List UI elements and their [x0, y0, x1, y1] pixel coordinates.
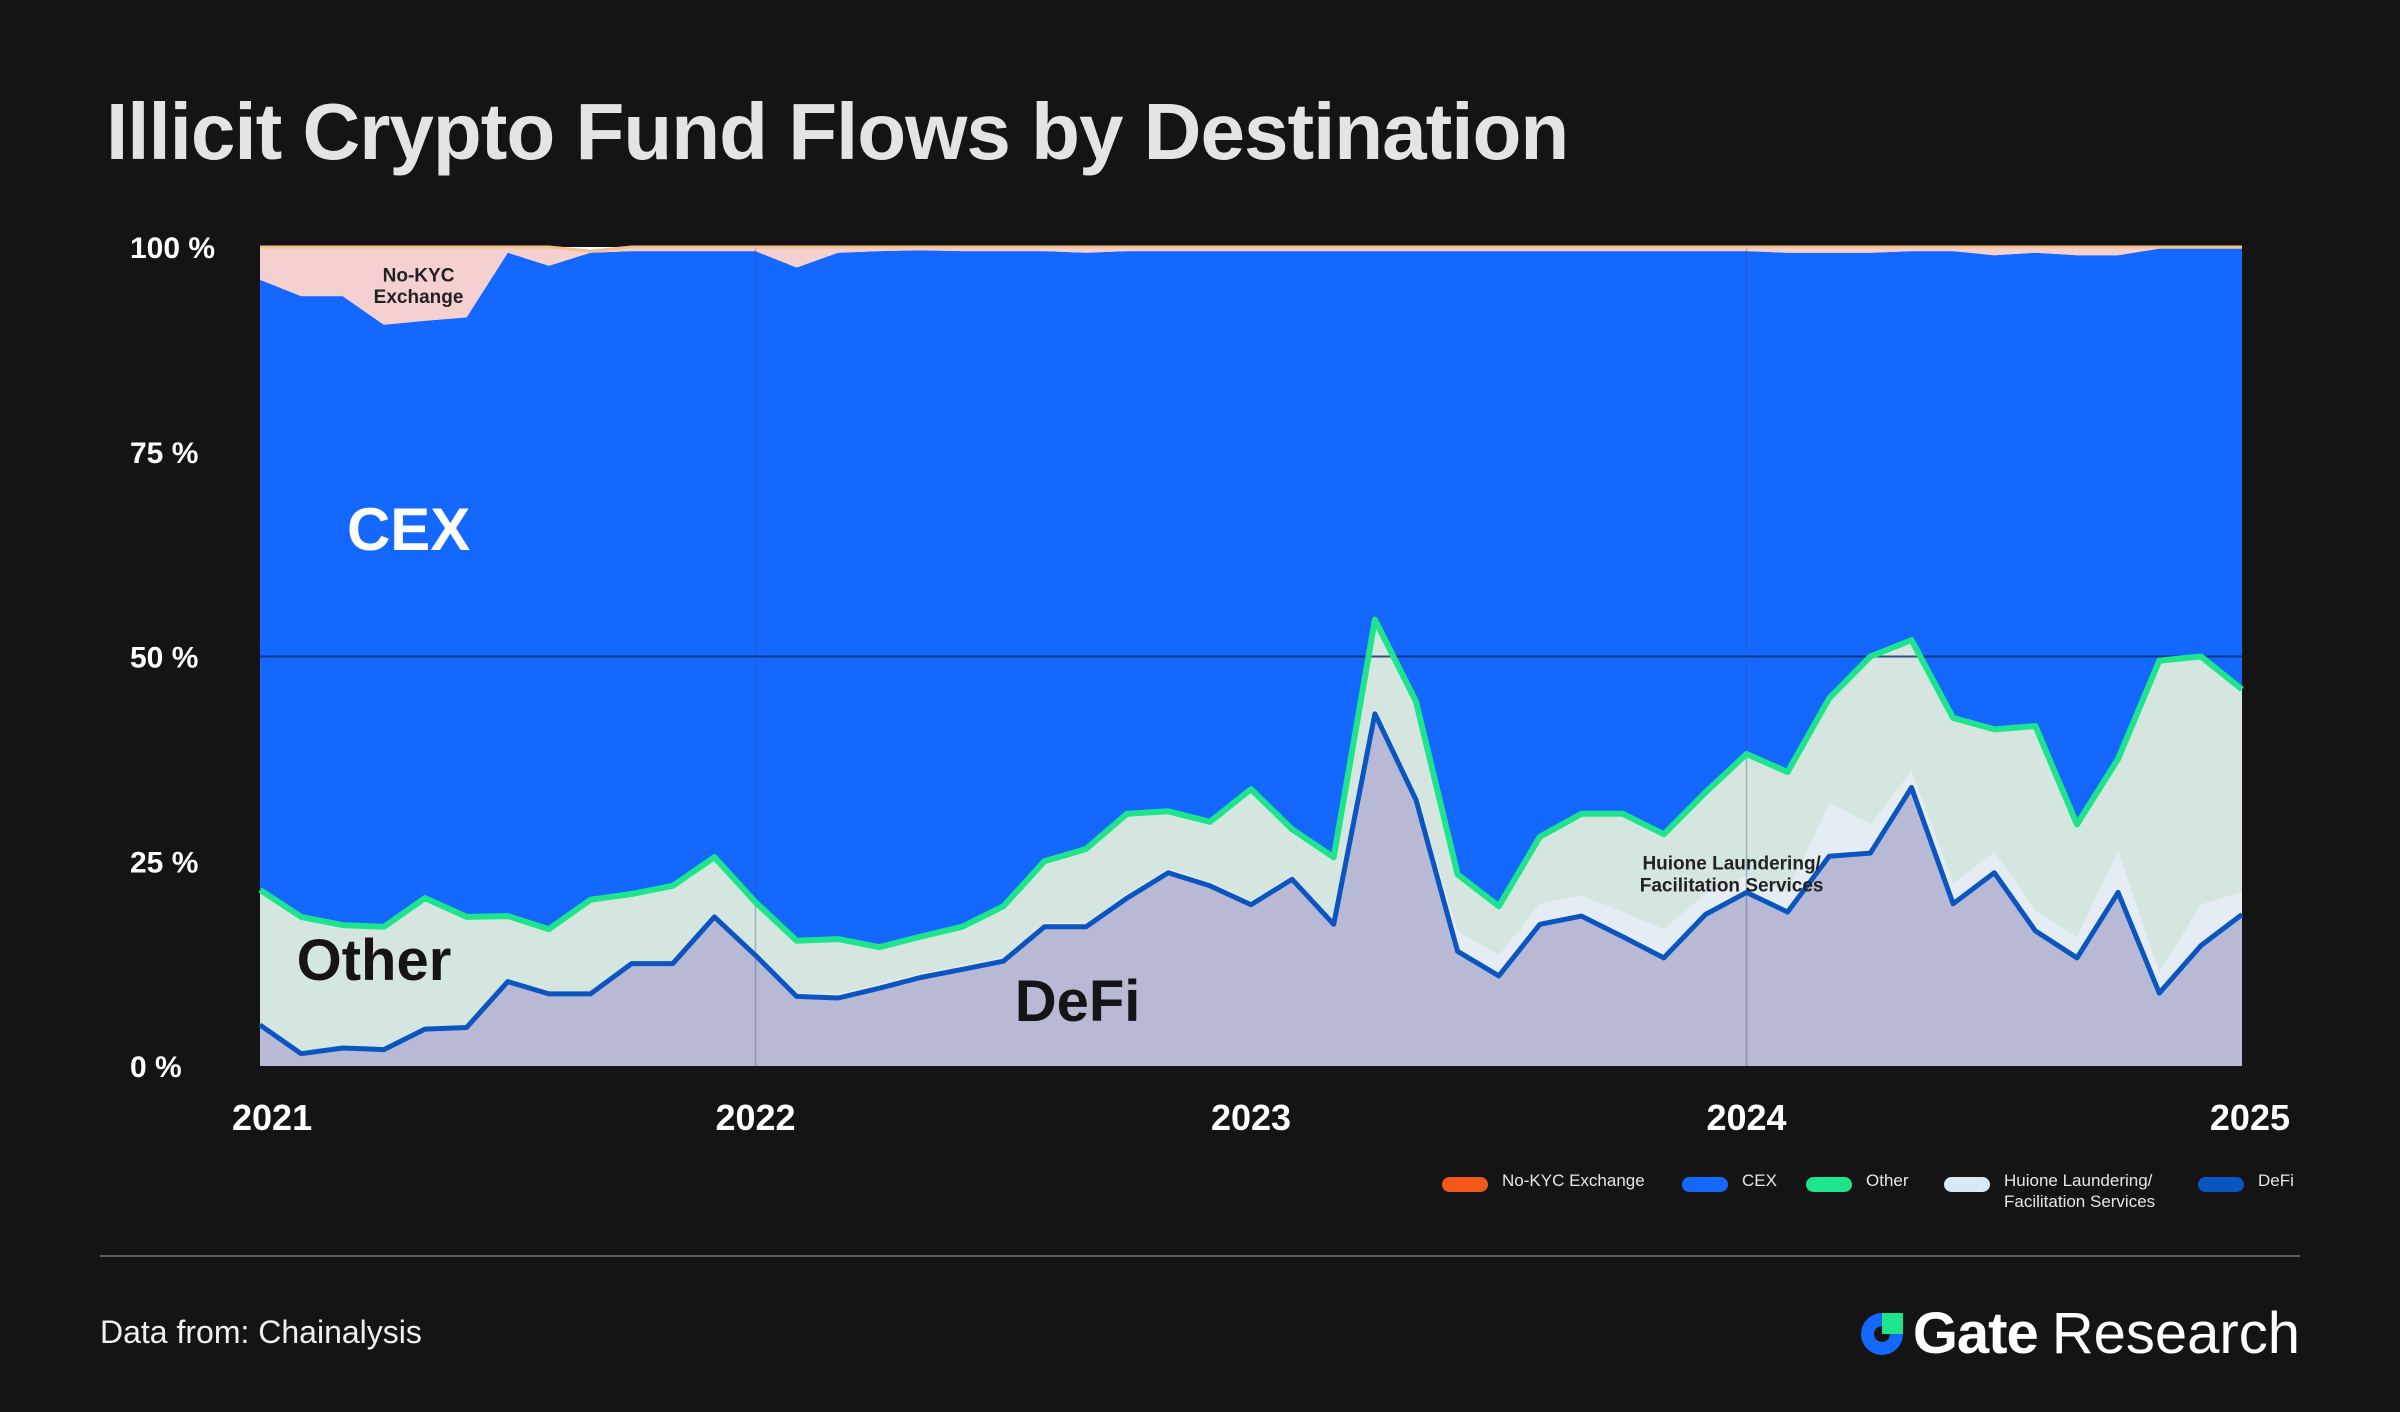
- annotation-label: DeFi: [1015, 969, 1141, 1034]
- legend-label-no-kyc: No-KYC Exchange: [1502, 1171, 1645, 1190]
- legend-swatch-defi: [2198, 1177, 2244, 1192]
- y-tick-label: 25 %: [130, 846, 198, 879]
- annotation-label: Other: [297, 928, 452, 993]
- area-other: [260, 619, 2242, 1054]
- chart-title: Illicit Crypto Fund Flows by Destination: [106, 87, 1569, 176]
- x-tick-label: 2025: [2210, 1097, 2290, 1138]
- legend-label-other: Other: [1866, 1171, 1909, 1190]
- y-tick-label: 0 %: [130, 1051, 182, 1084]
- x-tick-label: 2022: [715, 1097, 795, 1138]
- legend-item-defi: DeFi: [2198, 1170, 2294, 1192]
- annotation-label: No-KYC Exchange: [374, 265, 464, 308]
- legend-item-cex: CEX: [1682, 1170, 1777, 1192]
- y-tick-label: 50 %: [130, 642, 198, 675]
- area-cex: [260, 248, 2242, 948]
- area-no-kyc: [260, 247, 2242, 325]
- area-defi: [260, 713, 2242, 1066]
- legend-item-no-kyc: No-KYC Exchange: [1442, 1170, 1645, 1192]
- legend-label-cex: CEX: [1742, 1171, 1777, 1190]
- annotation-label: Huione Laundering/Facilitation Services: [1640, 853, 1824, 896]
- y-tick-label: 75 %: [130, 437, 198, 470]
- footer-divider: [100, 1255, 2300, 1257]
- x-tick-label: 2024: [1706, 1097, 1786, 1138]
- brand-logo: Gate Research: [1857, 1300, 2300, 1367]
- y-tick-label: 100 %: [130, 232, 215, 265]
- legend-item-other: Other: [1806, 1170, 1909, 1192]
- brand-name: Gate: [1912, 1301, 2039, 1366]
- legend-item-huione: Huione Laundering/ Facilitation Services: [1944, 1170, 2155, 1212]
- edge-other: [258, 616, 2244, 951]
- x-tick-label: 2023: [1211, 1097, 1291, 1138]
- legend-swatch-huione: [1944, 1177, 1990, 1192]
- legend-swatch-no-kyc: [1442, 1177, 1488, 1192]
- brand-suffix: Research: [2051, 1301, 2300, 1366]
- legend-label-defi: DeFi: [2258, 1171, 2294, 1190]
- gate-logo-icon: [1860, 1312, 1903, 1355]
- legend-swatch-cex: [1682, 1177, 1728, 1192]
- legend-label-huione: Huione Laundering/ Facilitation Services: [2004, 1171, 2156, 1211]
- edge-defi: [258, 711, 2244, 1057]
- edge-no-kyc: [260, 245, 2242, 253]
- annotation-label: CEX: [347, 496, 470, 563]
- x-tick-label: 2021: [232, 1097, 312, 1138]
- source-note: Data from: Chainalysis: [100, 1314, 422, 1350]
- legend-swatch-other: [1806, 1177, 1852, 1192]
